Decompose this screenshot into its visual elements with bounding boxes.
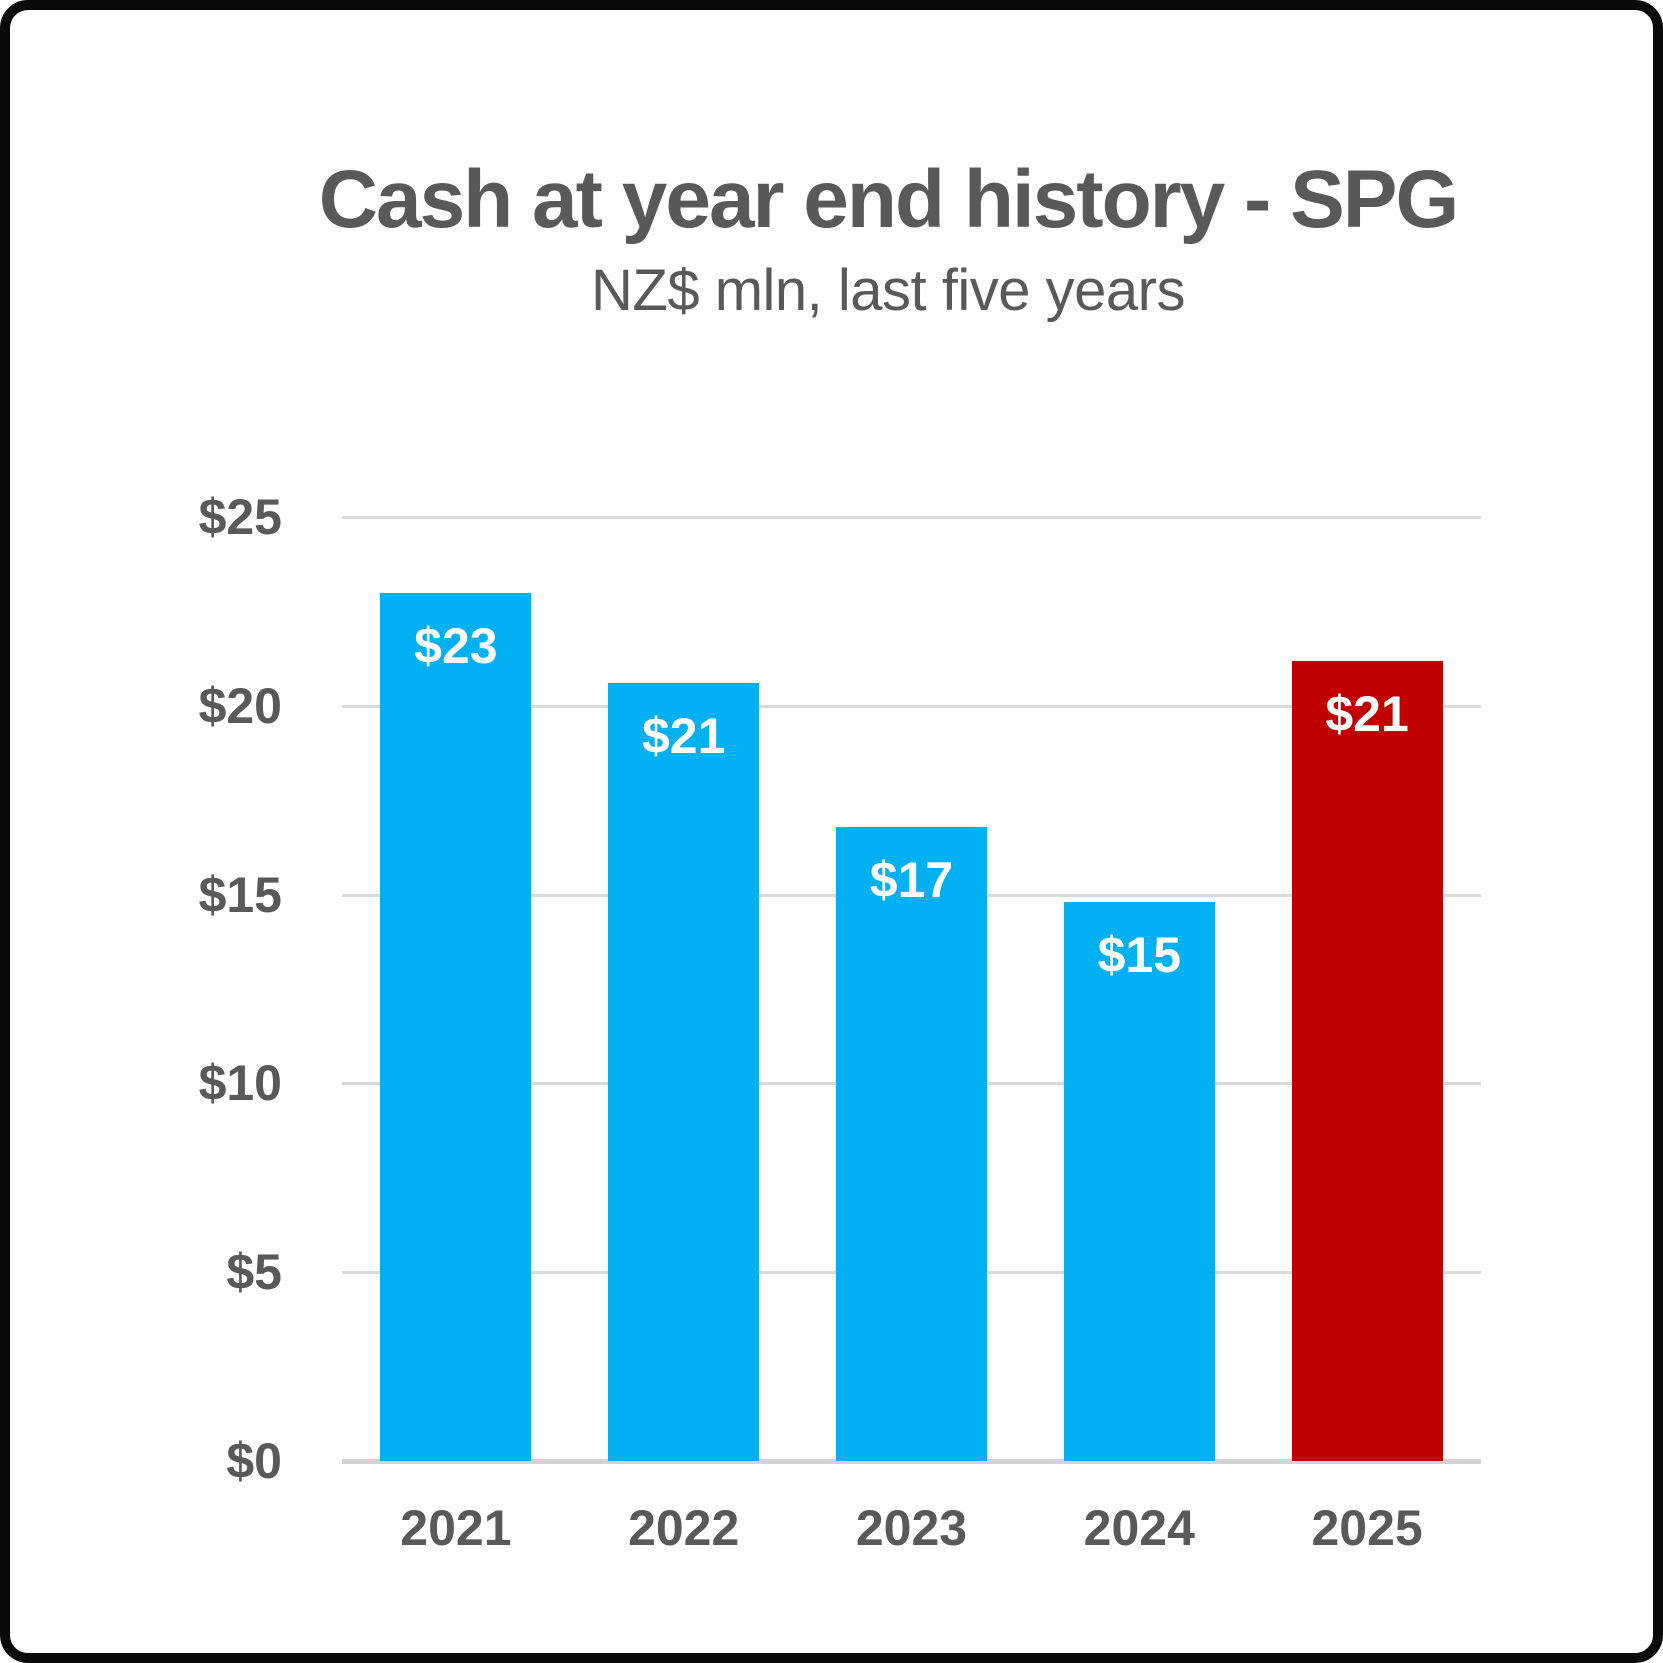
- bar-value-label-2022: $21: [641, 708, 726, 765]
- y-axis-label-15: $15: [198, 866, 282, 923]
- x-axis-baseline: [342, 1459, 1481, 1464]
- plot-area: $23 $21 $17 $15 $21: [342, 516, 1481, 1464]
- bar-value-label-2024: $15: [1097, 927, 1182, 984]
- y-axis-label-0: $0: [226, 1433, 282, 1489]
- y-axis-label-10: $10: [198, 1055, 282, 1112]
- chart-subtitle: NZ$ mln, last five years: [591, 258, 1185, 323]
- bar-2021: $23: [380, 592, 532, 1461]
- bar-value-label-2023: $17: [869, 851, 954, 908]
- x-axis-label-2022: 2022: [628, 1500, 740, 1556]
- bar-2023: $17: [836, 826, 987, 1461]
- y-axis-label-25: $25: [198, 489, 282, 545]
- bar-2022: $21: [608, 683, 760, 1461]
- x-axis-label-2021: 2021: [400, 1500, 512, 1556]
- x-axis-label-2023: 2023: [855, 1500, 968, 1556]
- bar-2024: $15: [1063, 902, 1215, 1461]
- gridline-25: [342, 516, 1481, 519]
- x-axis-label-2025: 2025: [1311, 1500, 1423, 1556]
- bar-2025: $21: [1291, 660, 1443, 1461]
- y-axis-label-5: $5: [226, 1244, 282, 1301]
- chart-title: Cash at year end history - SPG: [318, 154, 1460, 245]
- bar-value-label-2021: $23: [414, 617, 498, 674]
- y-axis-label-20: $20: [198, 677, 282, 734]
- bar-value-label-2025: $21: [1325, 685, 1409, 742]
- x-axis-label-2024: 2024: [1083, 1500, 1195, 1556]
- gridline-20: [342, 704, 1481, 708]
